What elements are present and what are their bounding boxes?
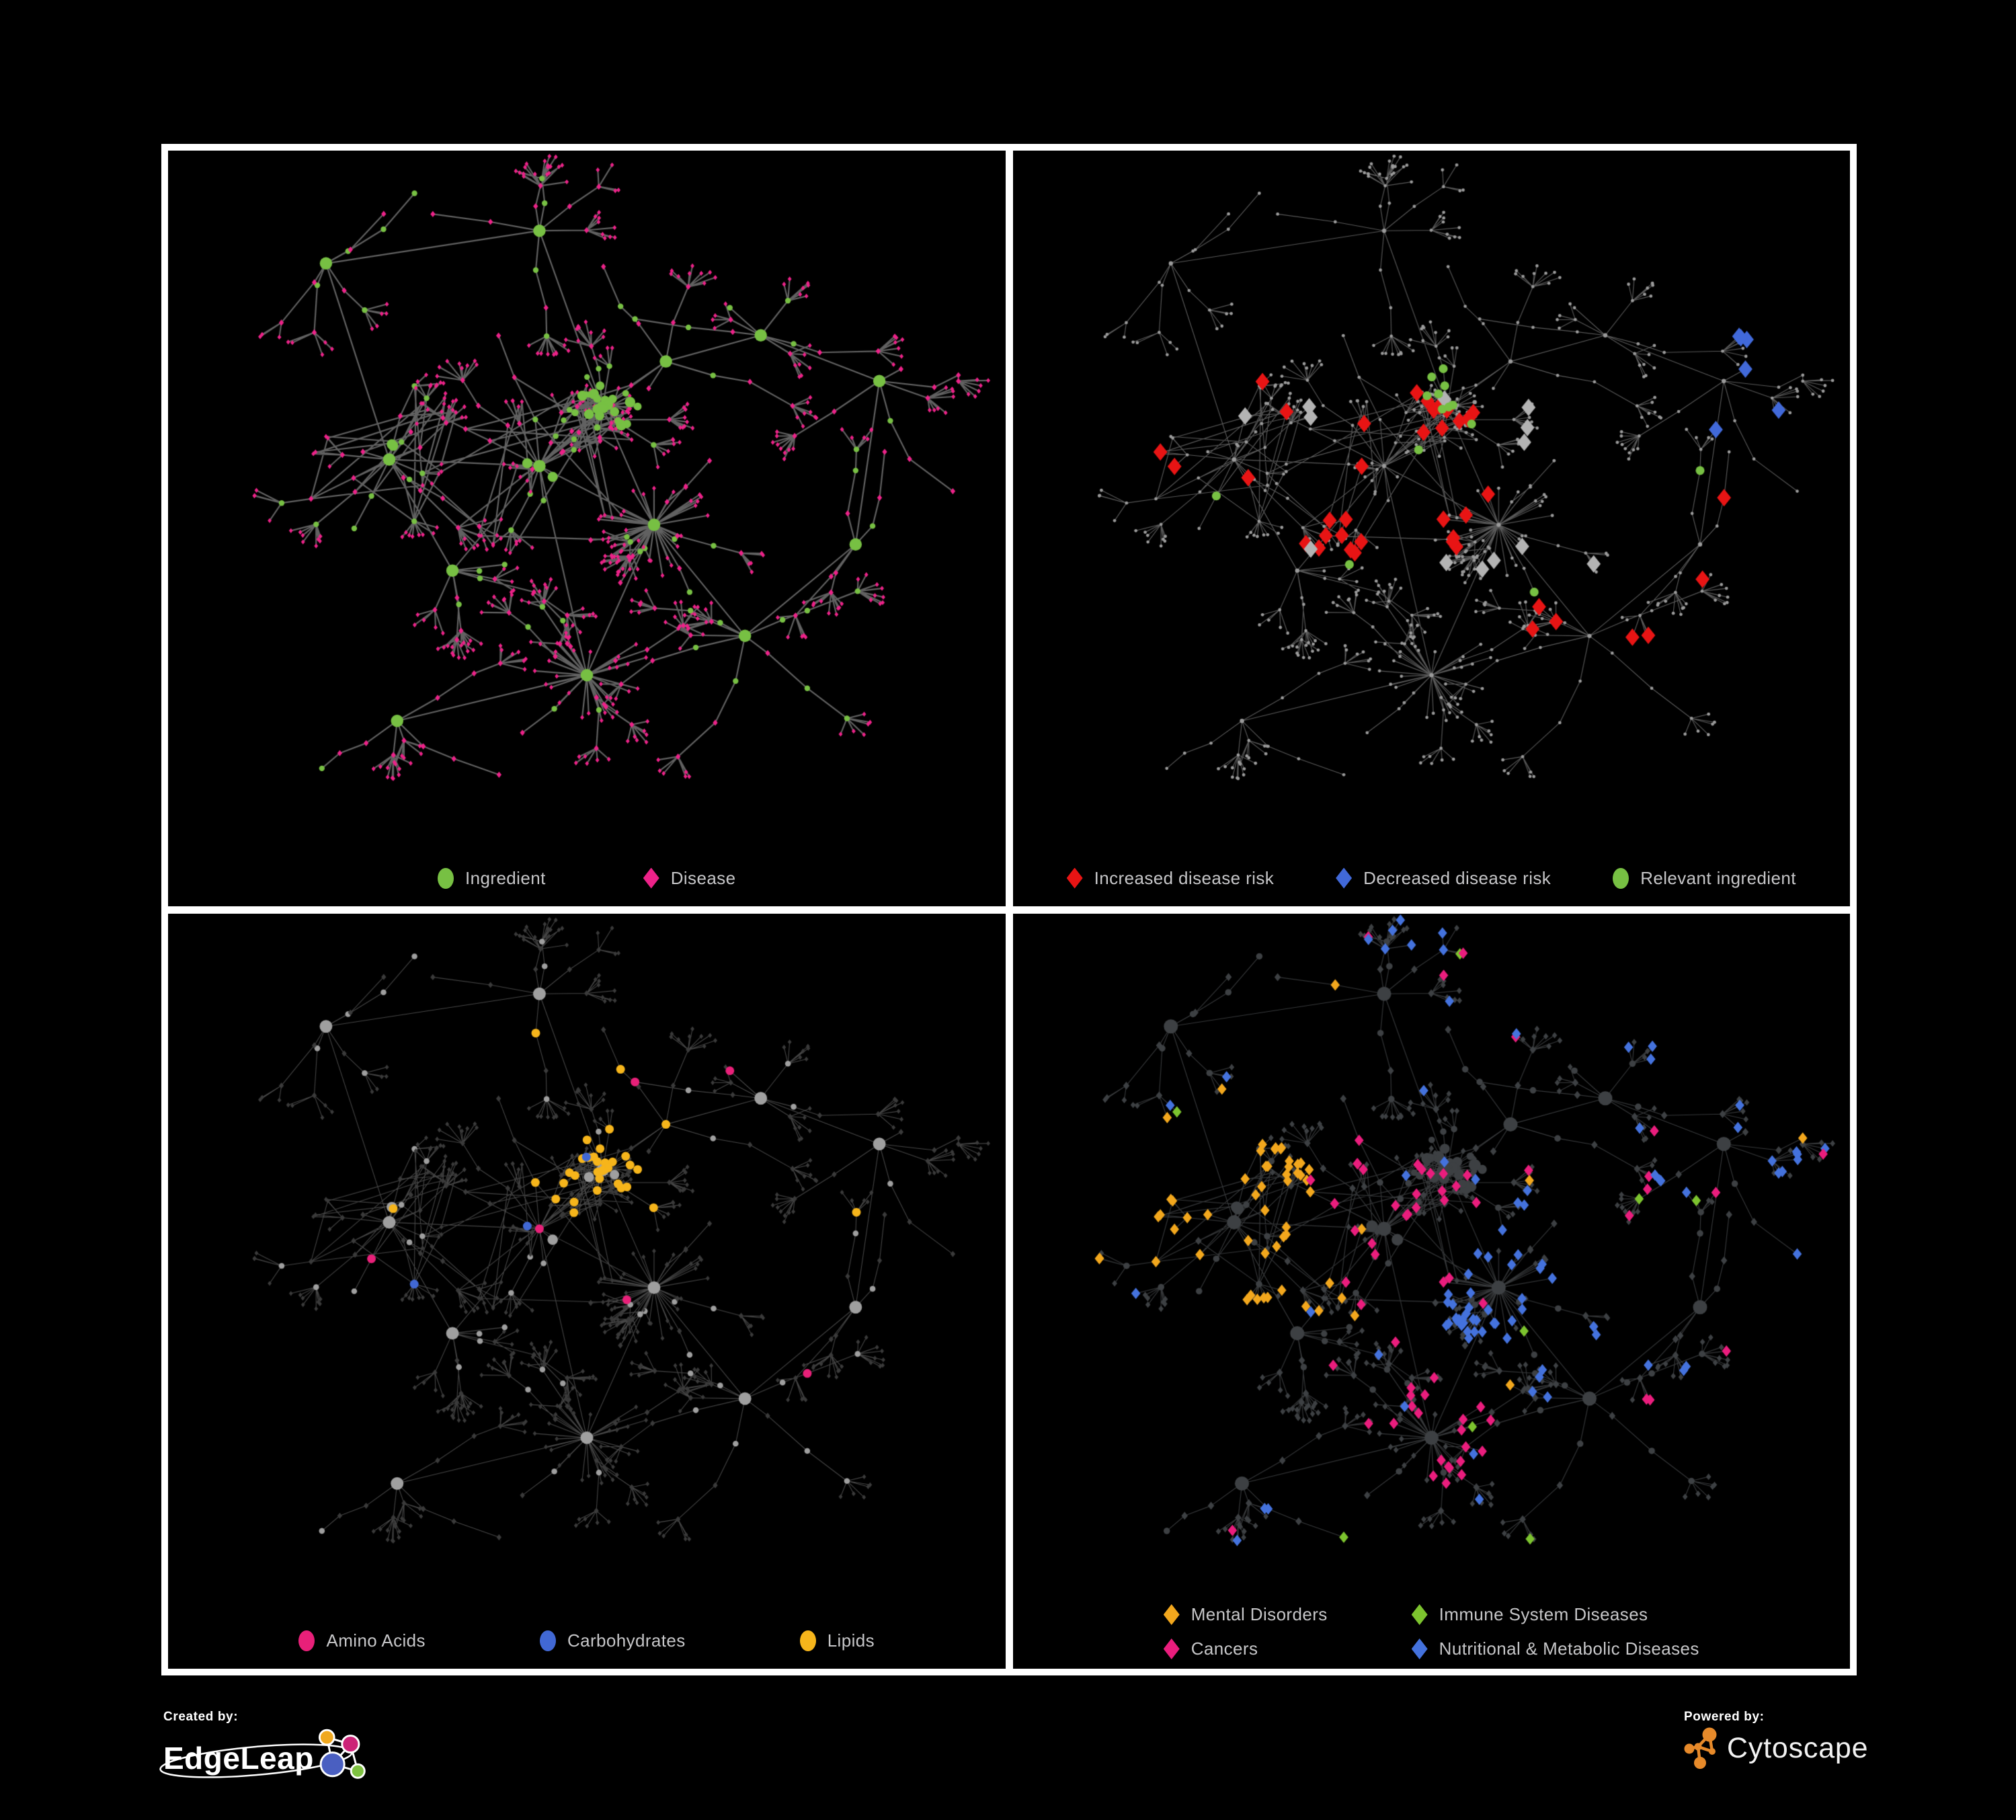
legend-ingredients-diseases: Ingredient Disease	[168, 867, 1006, 889]
panel-ingredients-diseases: Ingredient Disease	[168, 151, 1006, 906]
cytoscape-logo-icon	[1684, 1727, 1717, 1769]
edgeleap-wordmark: EdgeLeap	[163, 1741, 314, 1776]
cytoscape-logo: Cytoscape	[1684, 1727, 1868, 1769]
legend-label: Cancers	[1191, 1638, 1258, 1659]
legend-item: Mental Disorders	[1163, 1604, 1328, 1625]
network-canvas-nutrient-classes	[168, 913, 1006, 1669]
edgeleap-branding: Created by: EdgeLeap	[159, 1710, 366, 1789]
legend-label: Carbohydrates	[567, 1630, 686, 1651]
legend-nutrient-classes: Amino Acids Carbohydrates Lipids	[168, 1630, 1006, 1651]
network-grid: Ingredient Disease Increased disease ris…	[161, 144, 1857, 1675]
legend-label: Mental Disorders	[1191, 1604, 1328, 1624]
amino-acids-swatch-icon	[298, 1630, 315, 1651]
panel-disease-classes: Mental Disorders Immune System Diseases …	[1012, 913, 1851, 1669]
immune-system-swatch-icon	[1411, 1604, 1428, 1625]
legend-label: Immune System Diseases	[1439, 1604, 1648, 1624]
edgeleap-logo: EdgeLeap	[159, 1727, 366, 1789]
legend-item: Nutritional & Metabolic Diseases	[1411, 1638, 1699, 1659]
mental-disorders-swatch-icon	[1163, 1604, 1180, 1625]
legend-label: Nutritional & Metabolic Diseases	[1439, 1638, 1699, 1659]
carbohydrates-swatch-icon	[539, 1630, 556, 1651]
legend-label: Increased disease risk	[1094, 867, 1275, 888]
legend-label: Relevant ingredient	[1640, 867, 1796, 888]
legend-item: Disease	[643, 867, 736, 889]
network-canvas-ingredients-diseases	[168, 151, 1006, 906]
network-canvas-disease-classes	[1012, 913, 1850, 1669]
edgeleap-blue-node	[319, 1751, 346, 1778]
legend-label: Decreased disease risk	[1363, 867, 1551, 888]
powered-by-label: Powered by:	[1684, 1710, 1765, 1724]
legend-label: Ingredient	[465, 867, 546, 888]
relevant-ingredient-swatch-icon	[1613, 867, 1629, 889]
cytoscape-wordmark: Cytoscape	[1727, 1731, 1869, 1764]
edgeleap-green-node	[350, 1763, 366, 1779]
legend-item: Increased disease risk	[1066, 867, 1275, 889]
ingredient-swatch-icon	[438, 867, 454, 889]
lipids-swatch-icon	[799, 1630, 816, 1651]
legend-disease-classes: Mental Disorders Immune System Diseases …	[1013, 1604, 1851, 1659]
legend-item: Immune System Diseases	[1411, 1604, 1699, 1625]
decreased-risk-swatch-icon	[1336, 867, 1353, 889]
edgeleap-orange-node	[318, 1729, 335, 1746]
legend-label: Disease	[670, 867, 736, 888]
edgeleap-logo-icon	[318, 1729, 366, 1779]
panel-nutrient-classes: Amino Acids Carbohydrates Lipids	[168, 913, 1006, 1669]
network-canvas-disease-risk	[1012, 151, 1850, 906]
legend-item: Carbohydrates	[539, 1630, 686, 1651]
legend-item: Amino Acids	[298, 1630, 426, 1651]
edgeleap-magenta-node	[341, 1735, 360, 1754]
created-by-label: Created by:	[163, 1710, 239, 1724]
nutritional-metabolic-swatch-icon	[1411, 1638, 1428, 1659]
legend-label: Amino Acids	[326, 1630, 426, 1651]
legend-item: Ingredient	[438, 867, 546, 889]
legend-label: Lipids	[827, 1630, 875, 1651]
legend-item: Decreased disease risk	[1336, 867, 1551, 889]
panel-disease-risk: Increased disease risk Decreased disease…	[1012, 151, 1851, 906]
increased-risk-swatch-icon	[1066, 867, 1083, 889]
legend-item: Cancers	[1163, 1638, 1328, 1659]
cancers-swatch-icon	[1163, 1638, 1180, 1659]
legend-item: Relevant ingredient	[1613, 867, 1796, 889]
legend-item: Lipids	[799, 1630, 875, 1651]
disease-swatch-icon	[643, 867, 659, 889]
cytoscape-branding: Powered by: Cytoscape	[1684, 1710, 1868, 1769]
legend-disease-risk: Increased disease risk Decreased disease…	[1013, 867, 1851, 889]
